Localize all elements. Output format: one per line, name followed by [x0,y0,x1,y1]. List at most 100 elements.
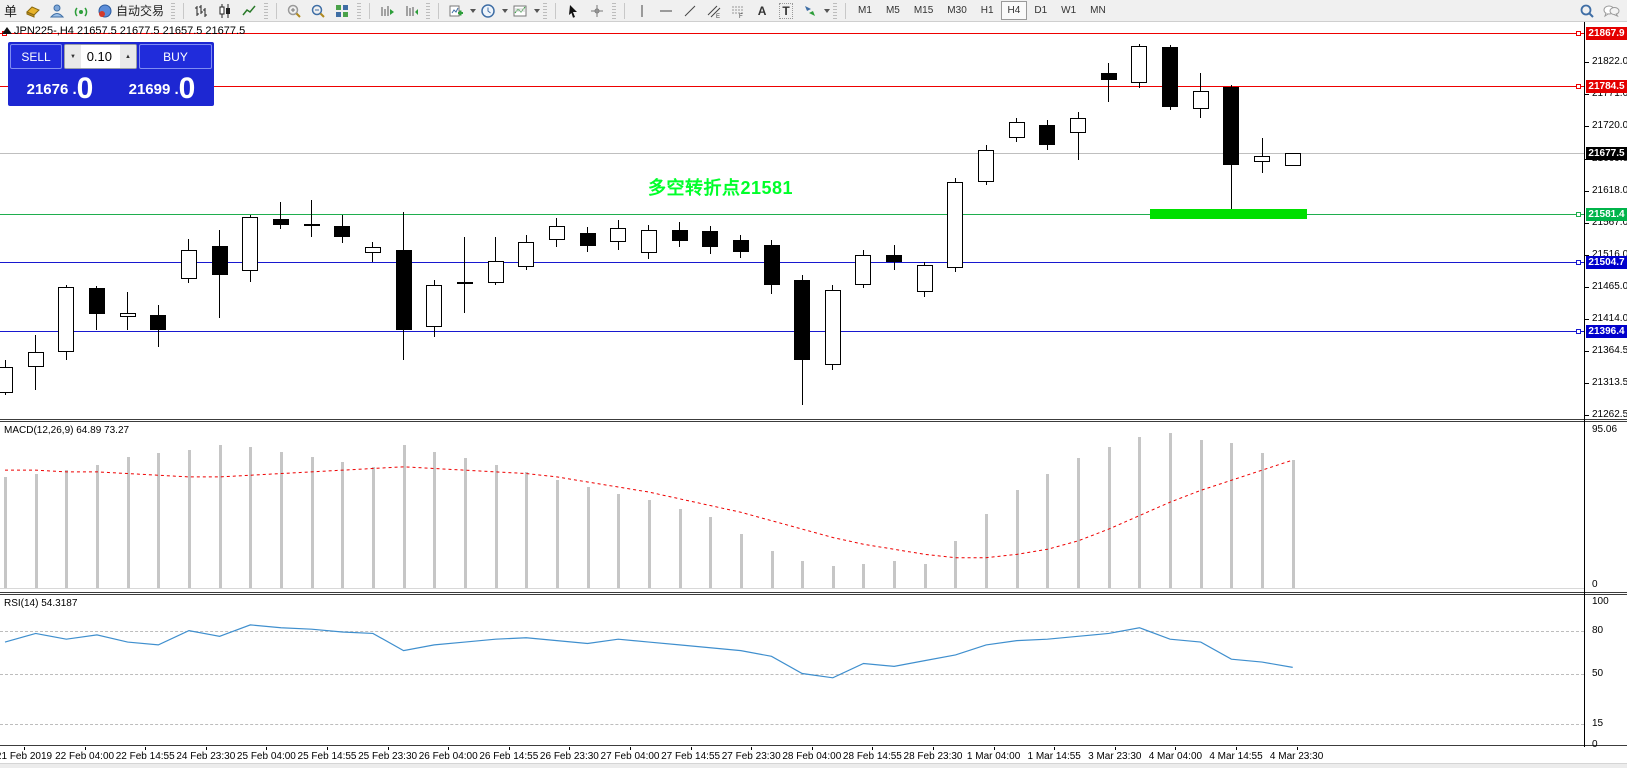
new-order-icon[interactable] [21,1,45,21]
fibonacci-tool-icon[interactable]: F [726,1,750,21]
buy-price[interactable]: 21699 .0 [128,72,196,105]
svg-text:E: E [716,14,720,19]
periods-icon[interactable] [476,1,500,21]
crosshair-icon[interactable] [585,1,609,21]
arrows-tool-caret[interactable] [824,8,831,13]
line-chart-icon[interactable] [237,1,261,21]
rsi-pane[interactable] [0,595,1627,745]
timeframe-bar: M1 M5 M15 M30 H1 H4 D1 W1 MN [851,1,1113,20]
line-handle[interactable] [1576,260,1581,265]
candle-bull [916,265,933,293]
time-tick [448,747,450,750]
macd-histogram-bar [1015,490,1019,588]
timeframe-button-mn[interactable]: MN [1090,5,1106,16]
accounts-icon[interactable] [45,1,69,21]
line-handle[interactable] [1576,212,1581,217]
line-handle[interactable] [1576,31,1581,36]
macd-histogram-bar [249,446,253,588]
autotrading-button[interactable]: 自动交易 [93,1,168,20]
main-chart-pane[interactable] [0,22,1627,419]
auto-scroll-icon[interactable] [399,1,423,21]
price-tick [1584,94,1589,95]
hline-21581.4[interactable] [0,214,1584,215]
channel-tool-icon[interactable]: E [702,1,726,21]
price-badge-21396.4: 21396.4 [1586,325,1627,338]
hline-21396.4[interactable] [0,331,1584,332]
time-axis[interactable] [0,747,1627,763]
volume-decrease-button[interactable]: ▼ [65,45,81,68]
rsi-label: RSI(14) 54.3187 [4,598,78,609]
timeframe-button-w1[interactable]: W1 [1061,5,1077,16]
timeframe-button-m30[interactable]: M30 [947,5,967,16]
macd-pane[interactable] [0,422,1627,592]
rsi-scale-15: 15 [1592,717,1604,729]
price-tick [1584,255,1589,256]
macd-histogram-bar [617,493,621,588]
candle-wick [127,292,129,331]
candle-bull [364,246,381,254]
toolbar: 单 自动交易 E F A T [0,0,1627,22]
timeframe-button-h1[interactable]: H1 [980,5,994,16]
macd-histogram-bar [34,473,38,588]
candlestick-chart-icon[interactable] [213,1,237,21]
timeframe-button-d1[interactable]: D1 [1034,5,1048,16]
time-tick [1114,747,1116,750]
chart-shift-icon[interactable] [375,1,399,21]
text-tool-icon[interactable]: A [757,3,767,18]
candle-bear [1162,46,1179,108]
time-tick [508,747,510,750]
price-badge-21504.7: 21504.7 [1586,256,1627,269]
candle-bull [426,285,443,327]
menu-text-fragment[interactable]: 单 [4,4,18,19]
time-label: 22 Feb 14:55 [115,751,175,762]
hline-21867.9[interactable] [0,33,1584,34]
volume-increase-button[interactable]: ▲ [120,45,136,68]
timeframe-button-m1[interactable]: M1 [858,5,872,16]
timeframe-button-m5[interactable]: M5 [885,5,900,16]
macd-histogram-bar [862,564,866,588]
timeframe-button-h4[interactable]: H4 [1000,1,1028,20]
zoom-out-icon[interactable] [306,1,330,21]
arrows-tool-icon[interactable] [798,1,822,21]
text-label-tool-icon[interactable]: T [774,1,798,21]
horizontal-line-tool-icon[interactable] [654,1,678,21]
price-tick-label: 21262.5 [1592,409,1627,420]
templates-caret[interactable] [534,8,541,13]
candle-bull [180,249,197,279]
new-chart-icon[interactable] [444,1,468,21]
time-tick [24,747,25,750]
periods-caret[interactable] [502,8,509,13]
time-tick [387,747,389,750]
line-handle[interactable] [1576,84,1581,89]
signal-icon[interactable] [69,1,93,21]
hline-21677.5[interactable] [0,153,1584,154]
pane-separator[interactable] [0,419,1627,422]
buy-button[interactable]: BUY [139,44,212,69]
new-chart-caret[interactable] [470,8,477,13]
sell-price[interactable]: 21676 .0 [26,72,94,105]
price-tick [1584,319,1589,320]
vertical-line-tool-icon[interactable] [630,1,654,21]
macd-histogram-bar [770,550,774,588]
chat-icon[interactable] [1599,1,1623,21]
trendline-tool-icon[interactable] [678,1,702,21]
price-tick-label: 21516.0 [1592,249,1627,260]
cursor-icon[interactable] [561,1,585,21]
hline-21784.5[interactable] [0,86,1584,87]
hline-21504.7[interactable] [0,262,1584,263]
bar-chart-icon[interactable] [189,1,213,21]
time-label: 27 Feb 23:30 [721,751,781,762]
zoom-in-icon[interactable] [282,1,306,21]
timeframe-button-m15[interactable]: M15 [913,5,934,16]
line-handle[interactable] [1576,329,1581,334]
time-label: 28 Feb 23:30 [903,751,963,762]
search-icon[interactable] [1575,1,1599,21]
macd-histogram-bar [494,465,498,588]
time-label: 1 Mar 14:55 [1027,751,1081,762]
pane-separator[interactable] [0,592,1627,595]
volume-input[interactable]: 0.10 [81,45,120,68]
sell-button[interactable]: SELL [10,44,62,69]
svg-text:F: F [739,14,743,19]
templates-icon[interactable] [508,1,532,21]
tile-windows-icon[interactable] [330,1,354,21]
